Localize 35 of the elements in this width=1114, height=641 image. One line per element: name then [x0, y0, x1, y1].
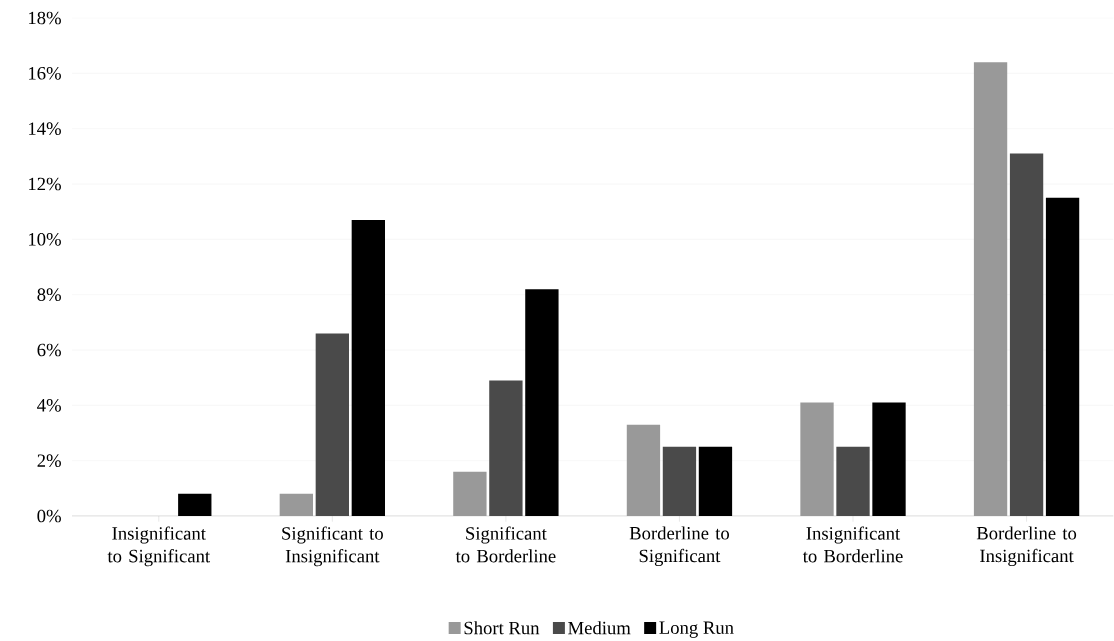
bar	[872, 402, 906, 516]
x-tick-label: Significant to Borderline	[455, 526, 556, 563]
y-tick-label: 10%	[29, 232, 61, 246]
y-tick-label: 6%	[37, 343, 61, 357]
y-tick-label: 14%	[29, 122, 61, 135]
bar	[698, 446, 733, 516]
x-tick-label: Borderline to Insignificant	[976, 526, 1077, 566]
bar	[1045, 197, 1080, 516]
bar	[1009, 153, 1044, 516]
legend-label: Long Run	[659, 621, 734, 638]
bar	[973, 62, 1008, 516]
y-tick-label: 12%	[29, 177, 61, 191]
x-tick-label: Insignificant to Borderline	[802, 526, 903, 563]
x-tick-label: Insignificant to Significant	[107, 526, 211, 567]
bar	[279, 493, 313, 516]
bar	[662, 446, 697, 516]
bar	[489, 380, 523, 516]
bar	[178, 493, 212, 516]
y-tick-label: 8%	[37, 288, 61, 301]
legend-label: Short Run	[464, 620, 540, 635]
legend-label: Medium	[568, 620, 631, 635]
y-tick-label: 0%	[37, 509, 61, 523]
bar	[525, 288, 559, 516]
x-tick-label: Significant to Insignificant	[282, 526, 383, 567]
x-tick-label: Borderline to Significant	[629, 526, 730, 566]
bar	[836, 446, 870, 516]
y-tick-label: 2%	[37, 454, 61, 467]
y-tick-label: 18%	[29, 11, 61, 25]
bar	[351, 219, 386, 516]
bar	[315, 333, 349, 516]
y-tick-label: 4%	[37, 398, 61, 412]
bar	[800, 402, 834, 516]
bar	[626, 424, 661, 516]
y-tick-label: 16%	[29, 66, 61, 80]
bar	[453, 471, 487, 516]
